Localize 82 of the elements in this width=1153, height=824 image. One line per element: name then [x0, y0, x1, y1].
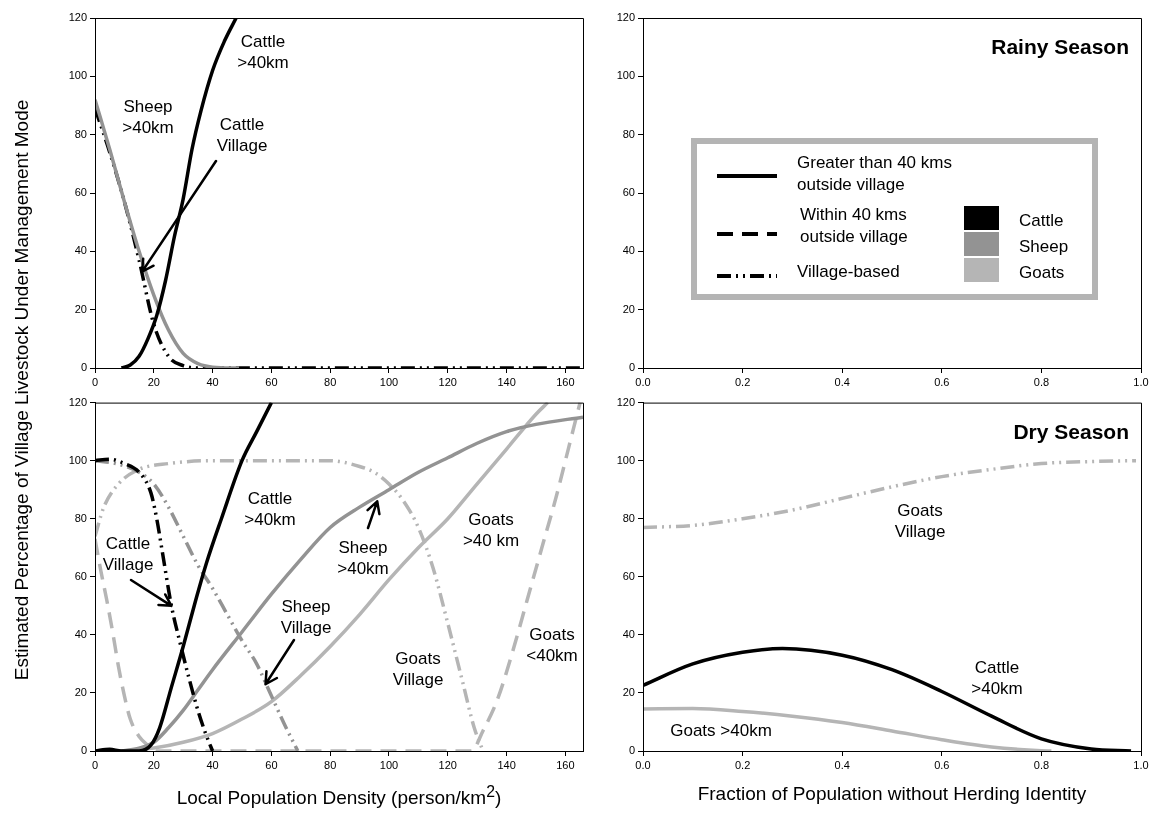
x-axis-title: Fraction of Population without Herding Identity: [697, 783, 1087, 805]
x-tick-label: 20: [147, 375, 160, 388]
annotation: Cattle Village: [102, 533, 154, 575]
x-tick-label: 80: [324, 758, 337, 771]
text: Dry Season: [1013, 419, 1129, 443]
y-tick-label: 120: [616, 11, 635, 24]
x-tick-label: 0: [91, 758, 99, 771]
x-tick-label: 60: [265, 758, 278, 771]
annotation: Sheep Village: [280, 596, 332, 638]
x-tick-label: 140: [497, 758, 516, 771]
text: Rainy Season: [991, 35, 1129, 59]
annotation: Within 40 kms outside village: [800, 204, 908, 248]
annotation: Greater than 40 kms outside village: [797, 152, 952, 196]
y-tick-label: 100: [68, 69, 87, 82]
x-tick-label: 0.0: [635, 375, 651, 388]
annotation: Goats Village: [392, 648, 444, 690]
y-tick-label: 40: [622, 627, 635, 640]
y-tick-label: 80: [74, 127, 87, 140]
y-tick-label: 60: [622, 186, 635, 199]
annotation: Sheep >40km: [122, 96, 174, 138]
y-tick-label: 100: [68, 453, 87, 466]
y-axis-title: Estimated Percentage of Village Livestock Under Management Mode: [11, 99, 33, 681]
annotation: Goats >40 km: [462, 509, 520, 551]
annotation: Cattle >40km: [237, 31, 289, 73]
y-tick-label: 20: [622, 685, 635, 698]
x-tick-label: 0.2: [734, 758, 751, 771]
annotation: Sheep: [1019, 236, 1069, 258]
y-tick-label: 120: [68, 395, 87, 408]
annotation: Goats >40km: [670, 719, 772, 741]
x-tick-label: 60: [265, 375, 278, 388]
x-tick-label: 160: [556, 375, 575, 388]
annotation: Goats: [1019, 262, 1065, 284]
y-tick-label: 0: [628, 744, 635, 757]
x-tick-label: 0.8: [1033, 758, 1050, 771]
x-tick-label: 0.8: [1033, 375, 1050, 388]
y-tick-label: 60: [74, 569, 87, 582]
x-tick-label: 40: [206, 375, 219, 388]
x-axis-title: Local Population Density (person/km$^{2}$): [176, 783, 502, 810]
x-tick-label: 20: [147, 758, 160, 771]
annotation: Cattle >40km: [971, 657, 1023, 699]
x-tick-label: 0.4: [834, 375, 850, 388]
x-tick-label: 80: [324, 375, 337, 388]
y-tick-label: 20: [74, 685, 87, 698]
y-tick-label: 40: [622, 244, 635, 257]
x-tick-label: 0: [91, 375, 99, 388]
y-tick-label: 80: [74, 511, 87, 524]
x-tick-label: 100: [379, 758, 399, 771]
x-tick-label: 160: [556, 758, 575, 771]
x-tick-label: 100: [379, 375, 399, 388]
y-tick-label: 80: [622, 127, 635, 140]
annotation: Goats <40km: [526, 624, 578, 666]
y-tick-label: 100: [616, 69, 635, 82]
x-tick-label: 0.2: [734, 375, 751, 388]
y-tick-label: 80: [622, 511, 635, 524]
annotation: Village-based: [797, 261, 900, 283]
y-tick-label: 60: [622, 569, 635, 582]
annotation: Cattle: [1019, 210, 1064, 232]
y-tick-label: 20: [74, 302, 87, 315]
y-tick-label: 40: [74, 627, 87, 640]
y-tick-label: 0: [628, 361, 635, 374]
x-tick-label: 1.0: [1133, 375, 1149, 388]
x-tick-label: 40: [206, 758, 219, 771]
x-tick-label: 0.4: [834, 758, 850, 771]
x-tick-label: 0.6: [934, 758, 950, 771]
x-tick-label: 0.0: [635, 758, 651, 771]
y-tick-label: 100: [616, 453, 635, 466]
y-tick-label: 20: [622, 302, 635, 315]
x-tick-label: 0.6: [934, 375, 950, 388]
x-tick-label: 1.0: [1133, 758, 1149, 771]
annotation: Cattle Village: [216, 114, 268, 156]
y-tick-label: 120: [68, 11, 87, 24]
annotation: Goats Village: [894, 500, 946, 542]
y-tick-label: 0: [80, 361, 87, 374]
annotation: Sheep >40km: [337, 537, 389, 579]
y-tick-label: 60: [74, 186, 87, 199]
x-tick-label: 120: [438, 758, 457, 771]
y-tick-label: 0: [80, 744, 87, 757]
y-tick-label: 40: [74, 244, 87, 257]
x-tick-label: 120: [438, 375, 457, 388]
y-tick-label: 120: [616, 395, 635, 408]
annotation: Cattle >40km: [244, 488, 296, 530]
x-tick-label: 140: [497, 375, 516, 388]
